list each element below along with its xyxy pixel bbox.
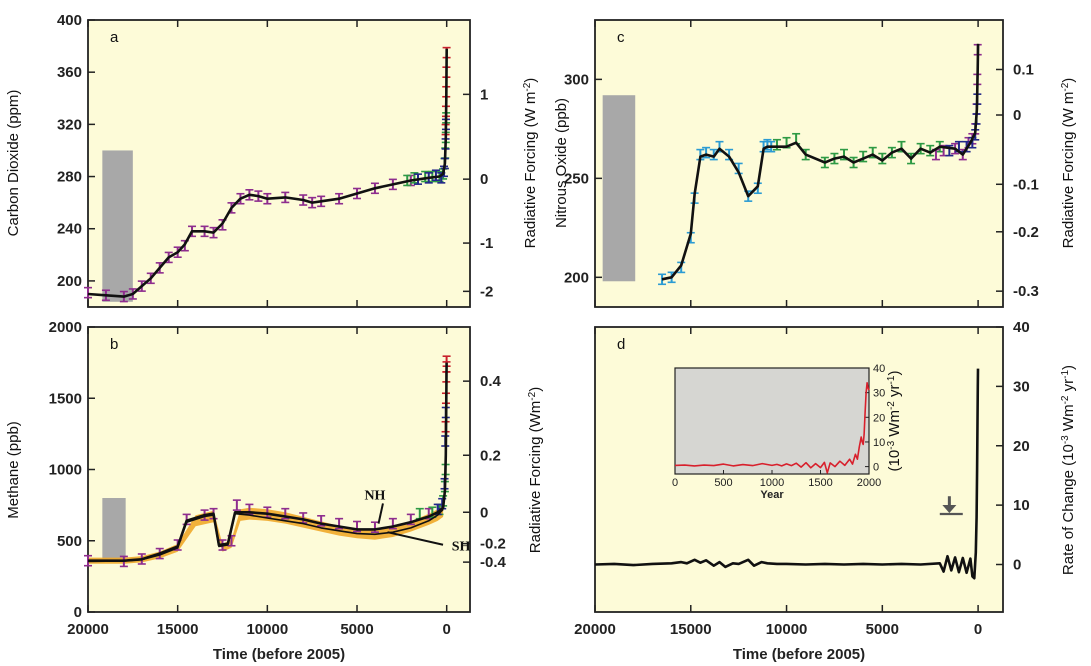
series-line-d [594,368,980,580]
inset-x-label: Year [760,489,784,501]
y-tick-label-a: 400 [57,12,82,29]
series-line-a [87,48,448,298]
y2-tick-label-a: 1 [480,86,488,103]
y2-tick-label-a: -2 [480,283,493,300]
y-tick-label-c: 300 [564,71,589,88]
y-label-a: Carbon Dioxide (ppm) [5,90,22,237]
x-label-left: Time (before 2005) [213,646,345,663]
arrow-down-icon [942,505,957,514]
x-tick-label-d: 10000 [766,621,808,638]
y2-tick-label-d: 20 [1013,438,1030,455]
series-line2-b [87,508,444,563]
y2-tick-label-c: -0.3 [1013,283,1039,300]
y-label-b: Methane (ppb) [5,421,22,519]
inset-chart: 0 500 1000 1500 2000 0 10 20 30 40 Year (10-3 Wm-2 … [672,363,903,501]
annotation-pointer-nh [377,503,384,524]
y-tick-label-b: 500 [57,533,82,550]
panel-c-range-bar [602,95,636,282]
panel-b-frame [87,326,471,613]
x-tick-label-d: 0 [974,621,982,638]
y2-tick-label-c: -0.1 [1013,176,1039,193]
panel-a-range-bar [102,150,133,302]
y2-tick-label-b: 0.4 [480,373,502,390]
panel-c: c 200 250 300 0.1 0 -0.1 -0.2 -0.3 [564,19,1039,308]
y2-tick-label-d: 10 [1013,497,1030,514]
y2-tick-label-c: 0.1 [1013,61,1034,78]
y-tick-label-a: 360 [57,64,82,81]
inset-y-tick-label: 40 [873,363,885,375]
x-label-right: Time (before 2005) [733,646,865,663]
annotation-nh: NH [364,488,385,503]
x-tick-label-b: 15000 [157,621,199,638]
y-tick-label-b: 1000 [49,462,82,479]
inset-x-tick-label: 1000 [760,477,784,489]
y-label-c: Nitrous Oxide (ppb) [553,98,570,228]
inset-y-label: (10-3 Wm-2 yr-1) [886,371,904,472]
panel-d-label: d [617,336,625,353]
x-tick-label-b: 5000 [340,621,373,638]
y-tick-label-a: 200 [57,273,82,290]
inset-y-tick-label: 30 [873,388,885,400]
inset-x-tick-label: 0 [672,477,678,489]
x-tick-label-d: 15000 [670,621,712,638]
y-tick-label-b: 2000 [49,319,82,336]
panel-c-frame [594,19,1004,308]
inset-frame [674,367,870,475]
inset-x-tick-label: 2000 [857,477,881,489]
x-tick-label-b: 0 [443,621,451,638]
y-tick-label-b: 0 [74,604,82,621]
panel-a: a 200 240 280 320 360 400 1 0 -1 -2 [57,12,493,308]
y2-tick-label-d: 40 [1013,319,1030,336]
series-line-c [661,43,980,281]
annotation-pointer-sh [387,531,444,546]
inset-y-tick-label: 10 [873,437,885,449]
panel-b-label: b [110,336,118,353]
inset-y-tick-label: 20 [873,412,885,424]
panel-a-label: a [110,29,119,46]
y2-label-d: Rate of Change (10-3 Wm-2 yr-1) [1060,365,1078,575]
y-tick-label-a: 280 [57,169,82,186]
annotation-sh: SH [452,540,471,555]
x-tick-label-b: 10000 [246,621,288,638]
panel-b-range-bar [102,498,126,560]
y2-tick-label-b: 0 [480,504,488,521]
y-tick-label-a: 320 [57,116,82,133]
y2-label-c: Radiative Forcing (W m-2) [1060,78,1078,249]
y2-tick-label-a: -1 [480,235,493,252]
y2-tick-label-b: -0.2 [480,536,506,553]
panel-c-label: c [617,29,625,46]
y-tick-label-a: 240 [57,221,82,238]
inset-series-line [674,382,870,474]
y-tick-label-c: 250 [564,170,589,187]
inset-x-tick-label: 1500 [808,477,832,489]
panel-a-frame [87,19,471,308]
x-tick-label-b: 20000 [67,621,109,638]
y2-tick-label-b: -0.4 [480,554,507,571]
y2-tick-label-a: 0 [480,171,488,188]
y2-tick-label-c: 0 [1013,107,1021,124]
y2-label-b: Radiative Forcing (Wm-2) [527,387,545,553]
y-tick-label-b: 1500 [49,390,82,407]
inset-y-tick-label: 0 [873,462,879,474]
x-tick-label-d: 20000 [574,621,616,638]
panel-b: b 20000 15000 10000 5000 0 0 500 1000 1500 2000 0.4… [49,319,507,638]
y2-tick-label-d: 30 [1013,378,1030,395]
y2-tick-label-c: -0.2 [1013,224,1039,241]
y2-label-a: Radiative Forcing (W m-2) [522,78,540,249]
inset-x-tick-label: 500 [714,477,732,489]
y-tick-label-c: 200 [564,269,589,286]
x-tick-label-d: 5000 [866,621,899,638]
y2-tick-label-b: 0.2 [480,447,501,464]
y2-tick-label-d: 0 [1013,557,1021,574]
